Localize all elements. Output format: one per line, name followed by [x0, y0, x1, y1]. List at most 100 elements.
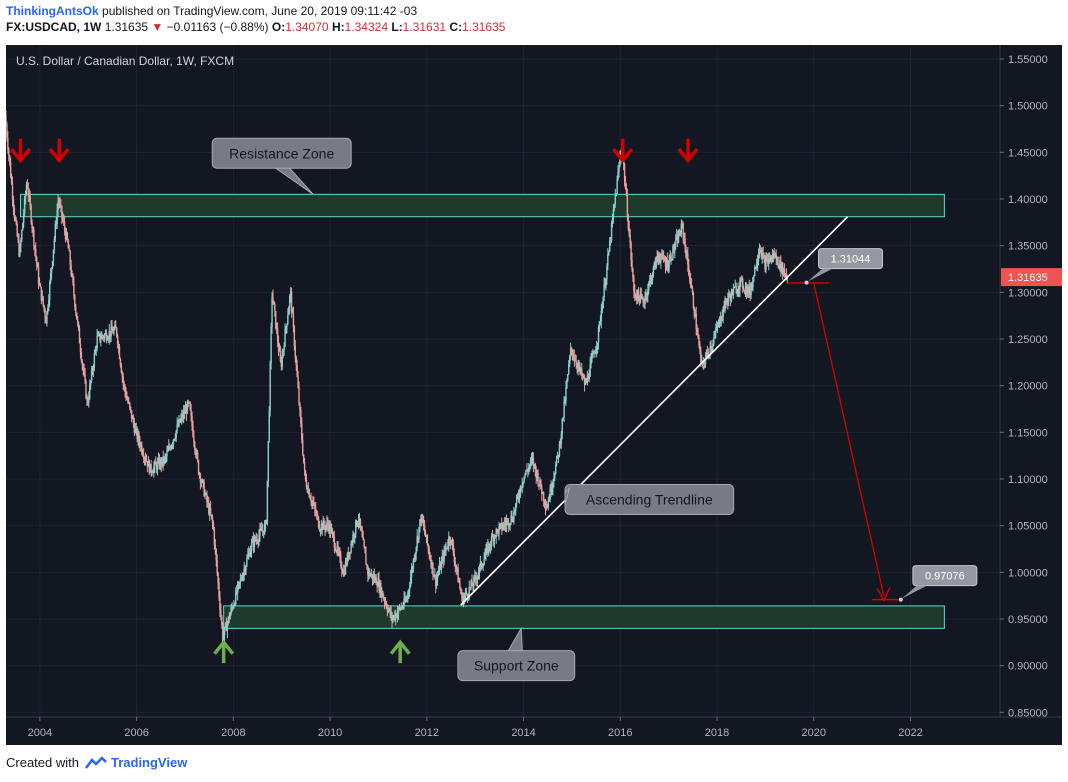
candle-body — [121, 372, 123, 377]
candle-body — [695, 313, 697, 329]
tradingview-brand[interactable]: TradingView — [110, 755, 188, 770]
candle-body — [314, 504, 316, 510]
candle-body — [95, 348, 97, 350]
candle-body — [262, 530, 265, 534]
candle-body — [130, 410, 133, 419]
candle-body — [522, 481, 524, 484]
candle-body — [201, 479, 203, 483]
candle-body — [277, 341, 280, 351]
candle-body — [672, 245, 674, 259]
candle-body — [441, 555, 443, 561]
candle-body — [558, 442, 561, 457]
candle-body — [660, 257, 662, 262]
candle-body — [192, 426, 194, 437]
candle-body — [66, 232, 69, 241]
candle-body — [106, 339, 109, 341]
candle-body — [195, 450, 197, 456]
footer: Created with TradingView — [6, 755, 187, 770]
red-down-arrow-icon — [10, 138, 31, 164]
price-chart[interactable]: Resistance Zone Support Zone Ascending Tre… — [6, 45, 1062, 745]
candle-body — [741, 278, 743, 280]
candle-body — [494, 535, 496, 538]
candle-body — [33, 229, 35, 246]
candle-body — [77, 322, 80, 329]
price-callout-low-box — [912, 565, 978, 587]
candle-body — [688, 274, 691, 280]
candle-body — [363, 540, 365, 548]
candle-body — [515, 496, 518, 504]
candle-body — [678, 233, 681, 236]
candle-body — [289, 296, 291, 308]
y-tick-label: 1.15000 — [1008, 427, 1048, 439]
candle-body — [329, 524, 332, 534]
candle-body — [566, 380, 568, 388]
candle-body — [57, 201, 59, 211]
candle-body — [7, 137, 9, 150]
candle-body — [288, 307, 290, 316]
candle-body — [142, 455, 145, 459]
candle-body — [532, 457, 535, 466]
candle-body — [42, 296, 44, 306]
y-tick-label: 1.30000 — [1008, 287, 1048, 299]
candle-body — [675, 239, 677, 247]
candle-body — [194, 442, 196, 451]
candle-body — [251, 539, 254, 543]
candle-body — [659, 259, 661, 262]
candle-body — [291, 311, 294, 314]
candle-body — [25, 184, 28, 194]
support-callout-label: Support Zone — [474, 658, 559, 674]
x-tick-label: 2008 — [221, 727, 245, 739]
candle-body — [267, 441, 270, 481]
candle-body — [667, 267, 669, 270]
candle-body — [246, 558, 248, 566]
candle-body — [750, 287, 752, 295]
candle-body — [611, 218, 614, 224]
candle-body — [344, 562, 347, 575]
author-link[interactable]: ThinkingAntsOk — [6, 4, 99, 18]
candle-body — [409, 577, 412, 587]
candle-body — [86, 398, 88, 400]
candle-body — [209, 507, 212, 515]
candle-body — [403, 597, 405, 606]
candle-body — [450, 539, 453, 544]
candle-body — [575, 360, 577, 365]
price-callout-low-dot — [898, 597, 903, 602]
candle-body — [736, 291, 738, 294]
candle-body — [151, 472, 153, 474]
candle-body — [705, 351, 708, 358]
candle-body — [16, 223, 18, 236]
candle-body — [640, 293, 643, 298]
candle-body — [358, 518, 361, 521]
candle-body — [530, 458, 533, 460]
candle-body — [561, 418, 563, 434]
candle-body — [435, 575, 437, 587]
candle-body — [173, 439, 176, 441]
candle-body — [63, 222, 66, 231]
candle-body — [644, 298, 646, 304]
candle-body — [311, 501, 313, 503]
candle-body — [10, 177, 13, 184]
candle-body — [102, 336, 105, 338]
support-callout-pointer — [507, 626, 523, 652]
candle-body — [17, 235, 19, 241]
candle-body — [327, 522, 329, 526]
candle-body — [447, 545, 449, 548]
candle-body — [326, 522, 328, 526]
candle-body — [340, 555, 342, 567]
y-tick-label: 1.10000 — [1008, 474, 1048, 486]
candle-body — [302, 454, 305, 463]
candle-body — [768, 258, 770, 264]
candle-body — [88, 398, 90, 404]
candle-body — [458, 582, 460, 584]
candle-body — [356, 522, 359, 526]
candle-body — [427, 544, 430, 550]
candle-body — [256, 539, 258, 542]
candle-body — [690, 285, 693, 288]
candle-body — [292, 313, 295, 327]
candle-body — [172, 439, 175, 444]
candle-body — [284, 329, 286, 347]
candle-body — [305, 479, 308, 488]
candle-body — [235, 590, 237, 605]
candle-body — [384, 602, 387, 604]
projection-line — [813, 282, 885, 597]
